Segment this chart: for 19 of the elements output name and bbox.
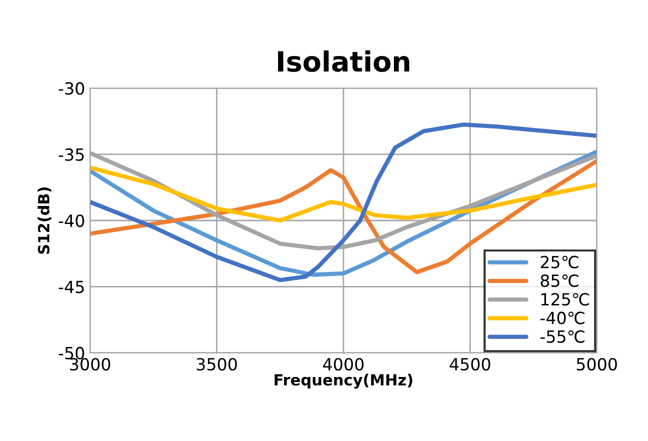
y-tick-label: -35 bbox=[58, 148, 84, 161]
legend-label: -40℃ bbox=[540, 312, 584, 324]
y-axis-title: S12(dB) bbox=[38, 187, 52, 254]
legend-label: 25℃ bbox=[540, 256, 578, 268]
x-axis-title: Frequency(MHz) bbox=[274, 374, 412, 389]
x-tick-label: 5000 bbox=[576, 358, 617, 371]
y-tick-label: -45 bbox=[58, 280, 84, 294]
legend-label: 125℃ bbox=[541, 293, 589, 306]
x-tick-label: 4500 bbox=[450, 358, 490, 371]
x-tick-label: 3000 bbox=[70, 358, 110, 371]
chart-title: Isolation bbox=[278, 50, 410, 72]
legend-label: -55℃ bbox=[540, 330, 584, 343]
x-tick-label: 4000 bbox=[323, 358, 364, 371]
y-tick-label: -50 bbox=[58, 346, 84, 360]
x-tick-label: 3500 bbox=[196, 358, 237, 371]
y-tick-label: -40 bbox=[58, 214, 84, 228]
legend-label: 85℃ bbox=[540, 274, 578, 288]
line-series bbox=[90, 165, 597, 223]
y-tick-label: -30 bbox=[58, 82, 84, 95]
